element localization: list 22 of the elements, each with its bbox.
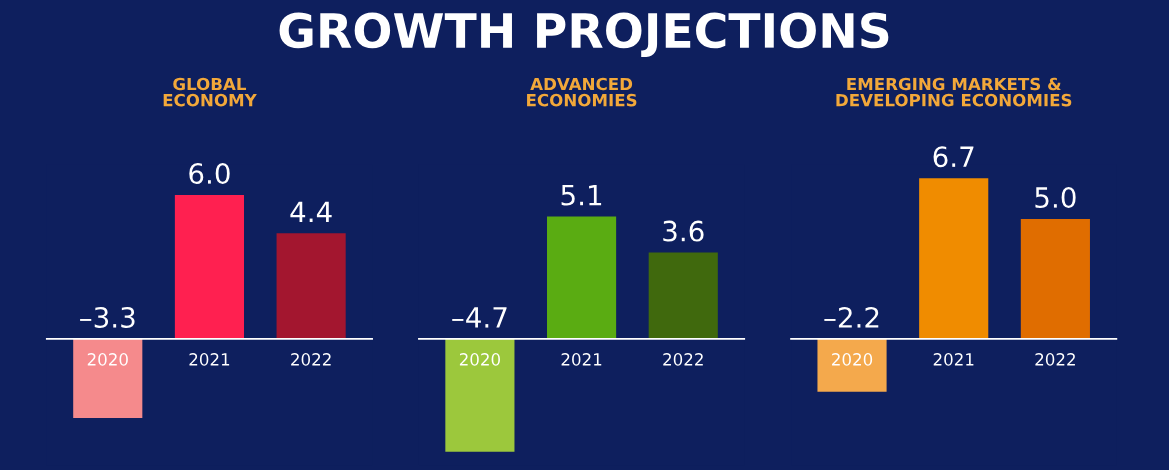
data-label: –3.3 [80, 306, 135, 328]
data-label: 6.7 [933, 146, 974, 168]
x-tick-label: 2021 [189, 353, 230, 366]
data-label: –2.2 [824, 306, 879, 328]
data-label: 6.0 [189, 163, 230, 185]
x-tick-label: 2020 [87, 353, 128, 366]
data-label: 5.1 [561, 184, 602, 206]
x-tick-label: 2022 [663, 353, 703, 366]
data-label: –4.7 [452, 307, 507, 328]
x-tick-label: 2022 [291, 353, 331, 366]
chart-title: GLOBAL ECONOMY [163, 77, 257, 107]
chart-title: ADVANCED ECONOMIES [527, 77, 637, 107]
x-tick-label: 2020 [832, 353, 873, 366]
x-tick-label: 2021 [933, 353, 974, 366]
chart-title: EMERGING MARKETS & DEVELOPING ECONOMIES [836, 77, 1072, 107]
data-label: 3.6 [663, 220, 704, 242]
data-label: 5.0 [1035, 187, 1076, 209]
text: GROWTH PROJECTIONS [279, 12, 889, 58]
x-tick-label: 2020 [459, 353, 500, 366]
data-label: 4.4 [290, 201, 332, 223]
x-tick-label: 2022 [1035, 353, 1075, 366]
x-tick-label: 2021 [561, 353, 602, 366]
